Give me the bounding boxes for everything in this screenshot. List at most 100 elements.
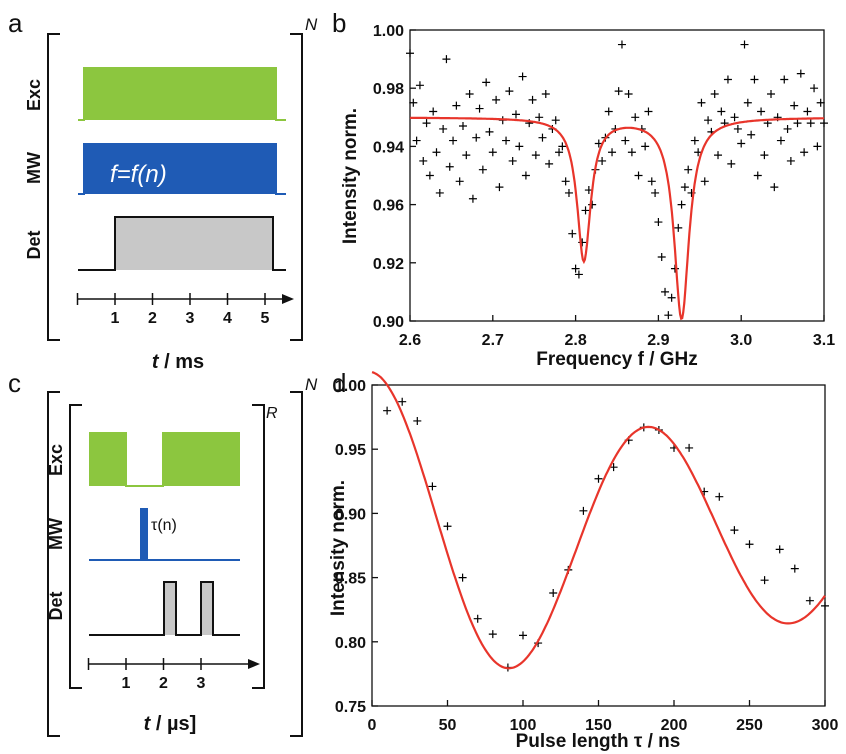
panel-d-data-point [473,614,482,623]
panel-b-data-point [780,75,789,84]
panel-b-data-point [803,107,812,116]
panel-c-exc-pulse-1 [89,432,126,486]
panel-d-data-point [579,506,588,515]
panel-b-y-tick-label: 0.98 [373,81,404,98]
panel-b-data-point [733,124,742,133]
panel-b-data-point [670,264,679,273]
panel-b-data-point [445,162,454,171]
panel-b-data-point [412,136,421,145]
panel-b-x-tick-label: 3.0 [730,332,752,349]
panel-b-x-tick-label: 2.7 [482,332,504,349]
panel-b-data-point [442,55,451,64]
panel-b-data-point [664,311,673,320]
panel-b-data-point [604,107,613,116]
panel-b-data-point [541,90,550,99]
panel-b-data-point [475,104,484,113]
panel-b-data-point [654,218,663,227]
panel-d-data-point [428,482,437,491]
panel-c-label-det: Det [46,591,66,620]
panel-d-data-point [790,564,799,573]
panel-a-time-tick-label: 5 [261,310,270,327]
panel-a-time-tick-label: 2 [148,310,157,327]
panel-d-data-point [488,630,497,639]
panel-c-time-tick-label: 3 [197,675,206,692]
panel-b-data-point [488,148,497,157]
panel-b-data-point [667,293,676,302]
panel-b-data-point [641,142,650,151]
panel-b-data-point [511,110,520,119]
panel-b-data-point [478,165,487,174]
panel-d-y-tick-label: 0.90 [335,506,366,523]
panel-d-data-point [443,522,452,531]
panel-a-pulse-sequence: a N Exc MW Det f=f(n) 1 2 3 4 5 t / ms [8,8,318,373]
panel-b-data-point [737,139,746,148]
panel-b-data-point [800,148,809,157]
panel-d-xlabel: Pulse length τ / ns [516,731,681,752]
panel-b-data-point [545,159,554,168]
panel-d-y-tick-label: 1.00 [335,378,366,395]
panel-b-data-point [521,171,530,180]
panel-b-data-point [502,136,511,145]
panel-d-data-point [730,526,739,535]
panel-b-data-point [677,200,686,209]
panel-d-data-point [383,406,392,415]
panel-d-data-point [519,631,527,640]
panel-b-data-point [747,130,756,139]
panel-d-x-tick-label: 100 [510,717,537,734]
panel-b-data-point [564,188,573,197]
panel-b-data-point [452,101,461,110]
panel-b-y-tick-label: 0.96 [373,198,404,215]
panel-c-pulse-sequence: c N R Exc MW Det τ(n) 1 2 3 t / µs] [8,368,318,737]
panel-b-data-point [614,87,623,96]
panel-b-data-point [458,122,467,131]
panel-b-data-point [581,206,590,215]
panel-b-data-point [485,127,494,136]
panel-b-y-tick-label: 1.00 [373,23,404,40]
panel-a-time-tick-label: 4 [223,310,232,327]
panel-b-data-point [482,78,491,87]
panel-b-data-point [697,98,706,107]
panel-a-time-tick-label: 3 [186,310,195,327]
panel-b-data-point [661,287,670,296]
panel-b-data-point [704,116,713,125]
panel-d-data-point [821,601,829,610]
panel-b-data-point [406,49,414,58]
panel-b-data-point [465,90,474,99]
panel-b-data-point [796,69,805,78]
panel-b-data-point [631,113,640,122]
panel-b-data-point [750,75,759,84]
panel-c-label-exc: Exc [46,444,66,476]
panel-b-x-tick-label: 2.6 [399,332,421,349]
panel-a-time-arrow [282,294,294,304]
panel-b-data-point [727,159,736,168]
panel-b-data-point [419,156,428,165]
panel-d-data-point [715,492,724,501]
panel-c-time-arrow [248,659,260,669]
panel-d-plot-frame [371,384,826,707]
panel-b-letter: b [332,8,346,38]
panel-b-data-point [495,183,504,192]
panel-a-label-exc: Exc [24,79,44,111]
panel-b-data-point [538,133,547,142]
panel-b-data-point [598,156,607,165]
panel-b-data-point [723,75,732,84]
panel-c-inner-right-bracket [252,404,265,689]
panel-a-repeat-label: N [305,15,318,34]
panel-d-fit-curve [371,371,826,670]
panel-b-data-point [674,223,683,232]
panel-c-letter: c [8,368,21,398]
panel-b-data-point [770,183,779,192]
panel-b-data-point [627,148,636,157]
panel-a-det-pulse [115,217,273,270]
panel-b-data-point [714,151,723,160]
panel-d-y-tick-label: 0.95 [335,442,366,459]
panel-d-y-tick-label: 0.85 [335,571,366,588]
panel-b-data-point [439,124,448,133]
panel-b-data-point [651,188,660,197]
panel-b-data-point [429,107,438,116]
panel-d-x-tick-label: 0 [368,717,377,734]
panel-a-letter: a [8,8,23,38]
panel-b-data-point [743,98,752,107]
panel-b-data-point [555,148,564,157]
